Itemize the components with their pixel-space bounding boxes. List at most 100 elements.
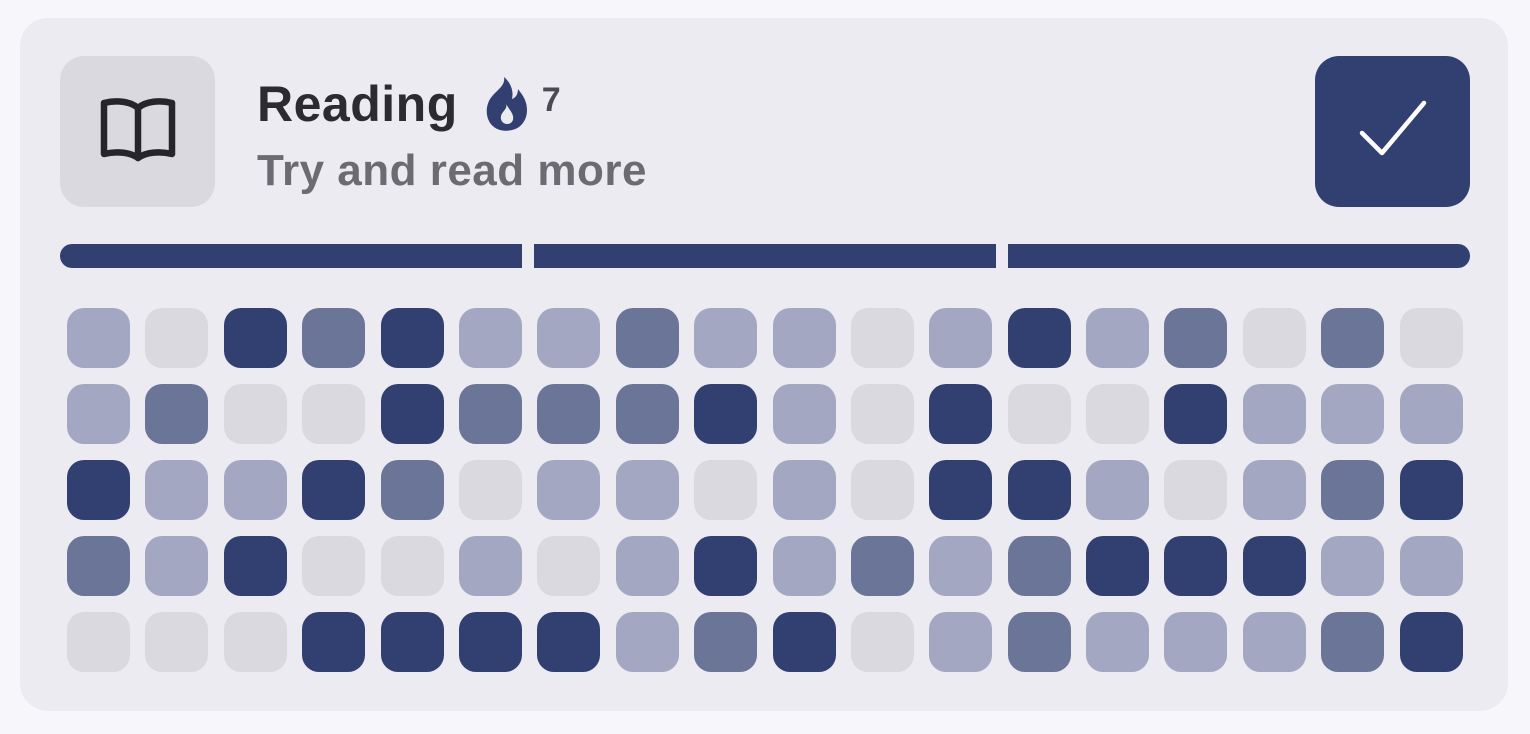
heatmap-day-cell — [772, 308, 836, 368]
heatmap-day-cell — [145, 460, 209, 520]
heatmap-day-cell — [615, 384, 679, 444]
heatmap-day-cell — [67, 536, 130, 596]
habit-heatmap — [67, 308, 1463, 672]
heatmap-day-cell — [380, 308, 444, 368]
habit-title: Reading — [257, 76, 458, 132]
heatmap-day-cell — [850, 384, 914, 444]
progress-segment — [1008, 244, 1470, 268]
heatmap-day-cell — [223, 612, 287, 672]
heatmap-day-cell — [694, 612, 758, 672]
heatmap-day-cell — [1399, 308, 1463, 368]
progress-segment — [60, 244, 522, 268]
heatmap-day-cell — [850, 536, 914, 596]
heatmap-day-cell — [1321, 384, 1385, 444]
heatmap-day-cell — [1086, 460, 1150, 520]
heatmap-day-cell — [1321, 536, 1385, 596]
heatmap-day-cell — [145, 384, 209, 444]
heatmap-day-cell — [929, 384, 993, 444]
heatmap-day-cell — [223, 460, 287, 520]
heatmap-day-cell — [1164, 460, 1228, 520]
complete-check-button[interactable] — [1315, 56, 1470, 207]
heatmap-day-cell — [380, 612, 444, 672]
progress-segment — [534, 244, 996, 268]
heatmap-day-cell — [1399, 384, 1463, 444]
heatmap-day-cell — [1399, 536, 1463, 596]
heatmap-day-cell — [1007, 612, 1071, 672]
heatmap-day-cell — [380, 460, 444, 520]
heatmap-day-cell — [537, 384, 601, 444]
heatmap-day-cell — [772, 536, 836, 596]
heatmap-day-cell — [850, 308, 914, 368]
heatmap-day-cell — [1007, 460, 1071, 520]
heatmap-day-cell — [694, 384, 758, 444]
heatmap-day-cell — [67, 612, 130, 672]
heatmap-day-cell — [694, 460, 758, 520]
heatmap-day-cell — [458, 384, 522, 444]
heatmap-day-cell — [302, 308, 366, 368]
heatmap-day-cell — [145, 536, 209, 596]
heatmap-day-cell — [458, 460, 522, 520]
heatmap-day-cell — [1399, 612, 1463, 672]
heatmap-day-cell — [929, 308, 993, 368]
heatmap-day-cell — [1242, 536, 1306, 596]
heatmap-day-cell — [1086, 308, 1150, 368]
heatmap-day-cell — [145, 612, 209, 672]
heatmap-day-cell — [929, 536, 993, 596]
heatmap-day-cell — [223, 384, 287, 444]
heatmap-day-cell — [223, 308, 287, 368]
heatmap-day-cell — [1242, 308, 1306, 368]
heatmap-day-cell — [850, 612, 914, 672]
heatmap-day-cell — [458, 536, 522, 596]
heatmap-day-cell — [145, 308, 209, 368]
heatmap-day-cell — [772, 384, 836, 444]
heatmap-day-cell — [1242, 460, 1306, 520]
heatmap-day-cell — [1321, 308, 1385, 368]
heatmap-day-cell — [694, 308, 758, 368]
habit-icon-container — [60, 56, 215, 207]
heatmap-day-cell — [694, 536, 758, 596]
heatmap-day-cell — [615, 308, 679, 368]
streak-count: 7 — [541, 80, 561, 119]
heatmap-day-cell — [1242, 384, 1306, 444]
heatmap-day-cell — [302, 384, 366, 444]
heatmap-day-cell — [1321, 460, 1385, 520]
heatmap-day-cell — [302, 460, 366, 520]
heatmap-day-cell — [929, 612, 993, 672]
heatmap-day-cell — [615, 612, 679, 672]
open-book-icon — [98, 94, 178, 169]
heatmap-day-cell — [1086, 536, 1150, 596]
heatmap-day-cell — [1321, 612, 1385, 672]
heatmap-day-cell — [1399, 460, 1463, 520]
heatmap-day-cell — [1164, 384, 1228, 444]
habit-title-row: Reading 7 — [257, 74, 561, 134]
heatmap-day-cell — [537, 536, 601, 596]
heatmap-day-cell — [67, 308, 130, 368]
heatmap-day-cell — [1164, 308, 1228, 368]
heatmap-day-cell — [380, 384, 444, 444]
heatmap-day-cell — [772, 460, 836, 520]
heatmap-day-cell — [537, 308, 601, 368]
heatmap-day-cell — [302, 536, 366, 596]
heatmap-day-cell — [302, 612, 366, 672]
heatmap-day-cell — [1086, 612, 1150, 672]
heatmap-day-cell — [537, 612, 601, 672]
heatmap-day-cell — [223, 536, 287, 596]
heatmap-day-cell — [850, 460, 914, 520]
heatmap-day-cell — [458, 308, 522, 368]
heatmap-day-cell — [1164, 536, 1228, 596]
heatmap-day-cell — [1007, 308, 1071, 368]
heatmap-day-cell — [1007, 536, 1071, 596]
habit-subtitle: Try and read more — [257, 146, 647, 195]
heatmap-day-cell — [615, 536, 679, 596]
checkmark-icon — [1358, 99, 1428, 164]
heatmap-day-cell — [772, 612, 836, 672]
heatmap-day-cell — [929, 460, 993, 520]
heatmap-day-cell — [537, 460, 601, 520]
habit-card[interactable]: Reading 7 Try and read more — [20, 18, 1508, 711]
heatmap-day-cell — [1164, 612, 1228, 672]
heatmap-day-cell — [615, 460, 679, 520]
heatmap-day-cell — [458, 612, 522, 672]
heatmap-day-cell — [1242, 612, 1306, 672]
heatmap-day-cell — [1086, 384, 1150, 444]
heatmap-day-cell — [1007, 384, 1071, 444]
